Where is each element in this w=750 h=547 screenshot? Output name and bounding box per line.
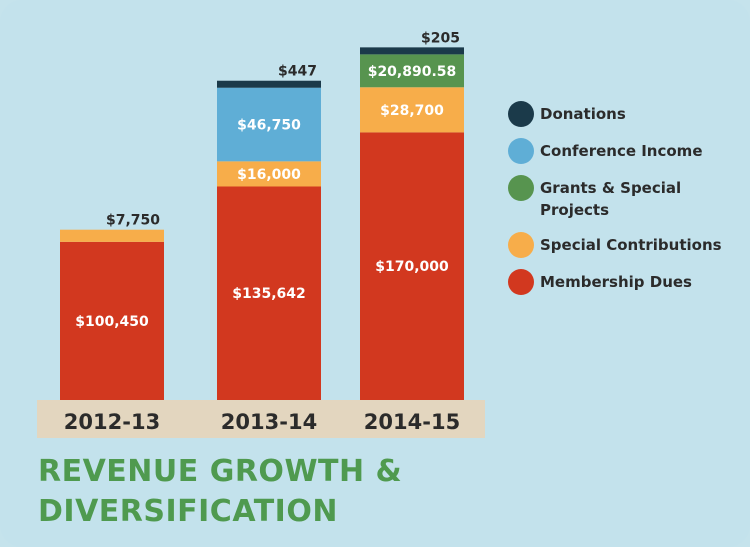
bar-conference-income-2013-14 xyxy=(217,87,321,162)
bar-membership-dues-2013-14 xyxy=(217,186,321,400)
legend-label-grants: Grants & Special Projects xyxy=(540,179,682,219)
bar-donations-2013-14 xyxy=(217,80,321,88)
data-label-grants-special-projects-2014-15: $20,890.58 xyxy=(368,64,457,80)
legend: Donations Conference Income Grants & Spe… xyxy=(508,101,744,306)
legend-swatch-conference-income xyxy=(508,138,534,164)
data-label-membership-dues-2014-15: $170,000 xyxy=(375,259,449,275)
x-tick-label-2013-14: 2013-14 xyxy=(221,410,317,434)
legend-label-conference-income: Conference Income xyxy=(540,142,703,160)
bar-membership-dues-2014-15 xyxy=(360,132,464,401)
x-tick-label-2014-15: 2014-15 xyxy=(364,410,460,434)
data-label-special-contributions-2014-15: $28,700 xyxy=(380,103,444,119)
bar-special-contributions-2012-13 xyxy=(60,229,164,242)
bar-donations-2014-15 xyxy=(360,47,464,55)
data-label-donations-2014-15: $205 xyxy=(421,30,460,46)
bar-special-contributions-2013-14 xyxy=(217,161,321,187)
legend-item-conference-income: Conference Income xyxy=(508,138,744,164)
legend-swatch-membership-dues xyxy=(508,269,534,295)
bar-grants-special-projects-2014-15 xyxy=(360,54,464,88)
bar-membership-dues-2012-13 xyxy=(60,241,164,400)
x-axis-band xyxy=(37,400,485,438)
legend-label-special-contributions: Special Contributions xyxy=(540,236,722,254)
data-label-special-contributions-2013-14: $16,000 xyxy=(237,167,301,183)
data-label-donations-2013-14: $447 xyxy=(278,64,317,80)
legend-swatch-special-contributions xyxy=(508,232,534,258)
legend-label-membership-dues: Membership Dues xyxy=(540,273,692,291)
data-label-conference-income-2013-14: $46,750 xyxy=(237,118,301,134)
legend-item-special-contributions: Special Contributions xyxy=(508,232,744,258)
data-label-membership-dues-2013-14: $135,642 xyxy=(232,286,306,302)
legend-item-membership-dues: Membership Dues xyxy=(508,269,744,295)
legend-label-donations: Donations xyxy=(540,105,626,123)
x-tick-label-2012-13: 2012-13 xyxy=(64,410,160,434)
bar-special-contributions-2014-15 xyxy=(360,87,464,133)
legend-item-grants: Grants & Special Projects xyxy=(508,175,744,221)
data-label-special-contributions-2012-13: $7,750 xyxy=(106,213,160,229)
legend-item-donations: Donations xyxy=(508,101,744,127)
legend-swatch-grants xyxy=(508,175,534,201)
chart-title: REVENUE GROWTH & DIVERSIFICATION xyxy=(38,454,403,529)
legend-swatch-donations xyxy=(508,101,534,127)
data-label-membership-dues-2012-13: $100,450 xyxy=(75,314,149,330)
